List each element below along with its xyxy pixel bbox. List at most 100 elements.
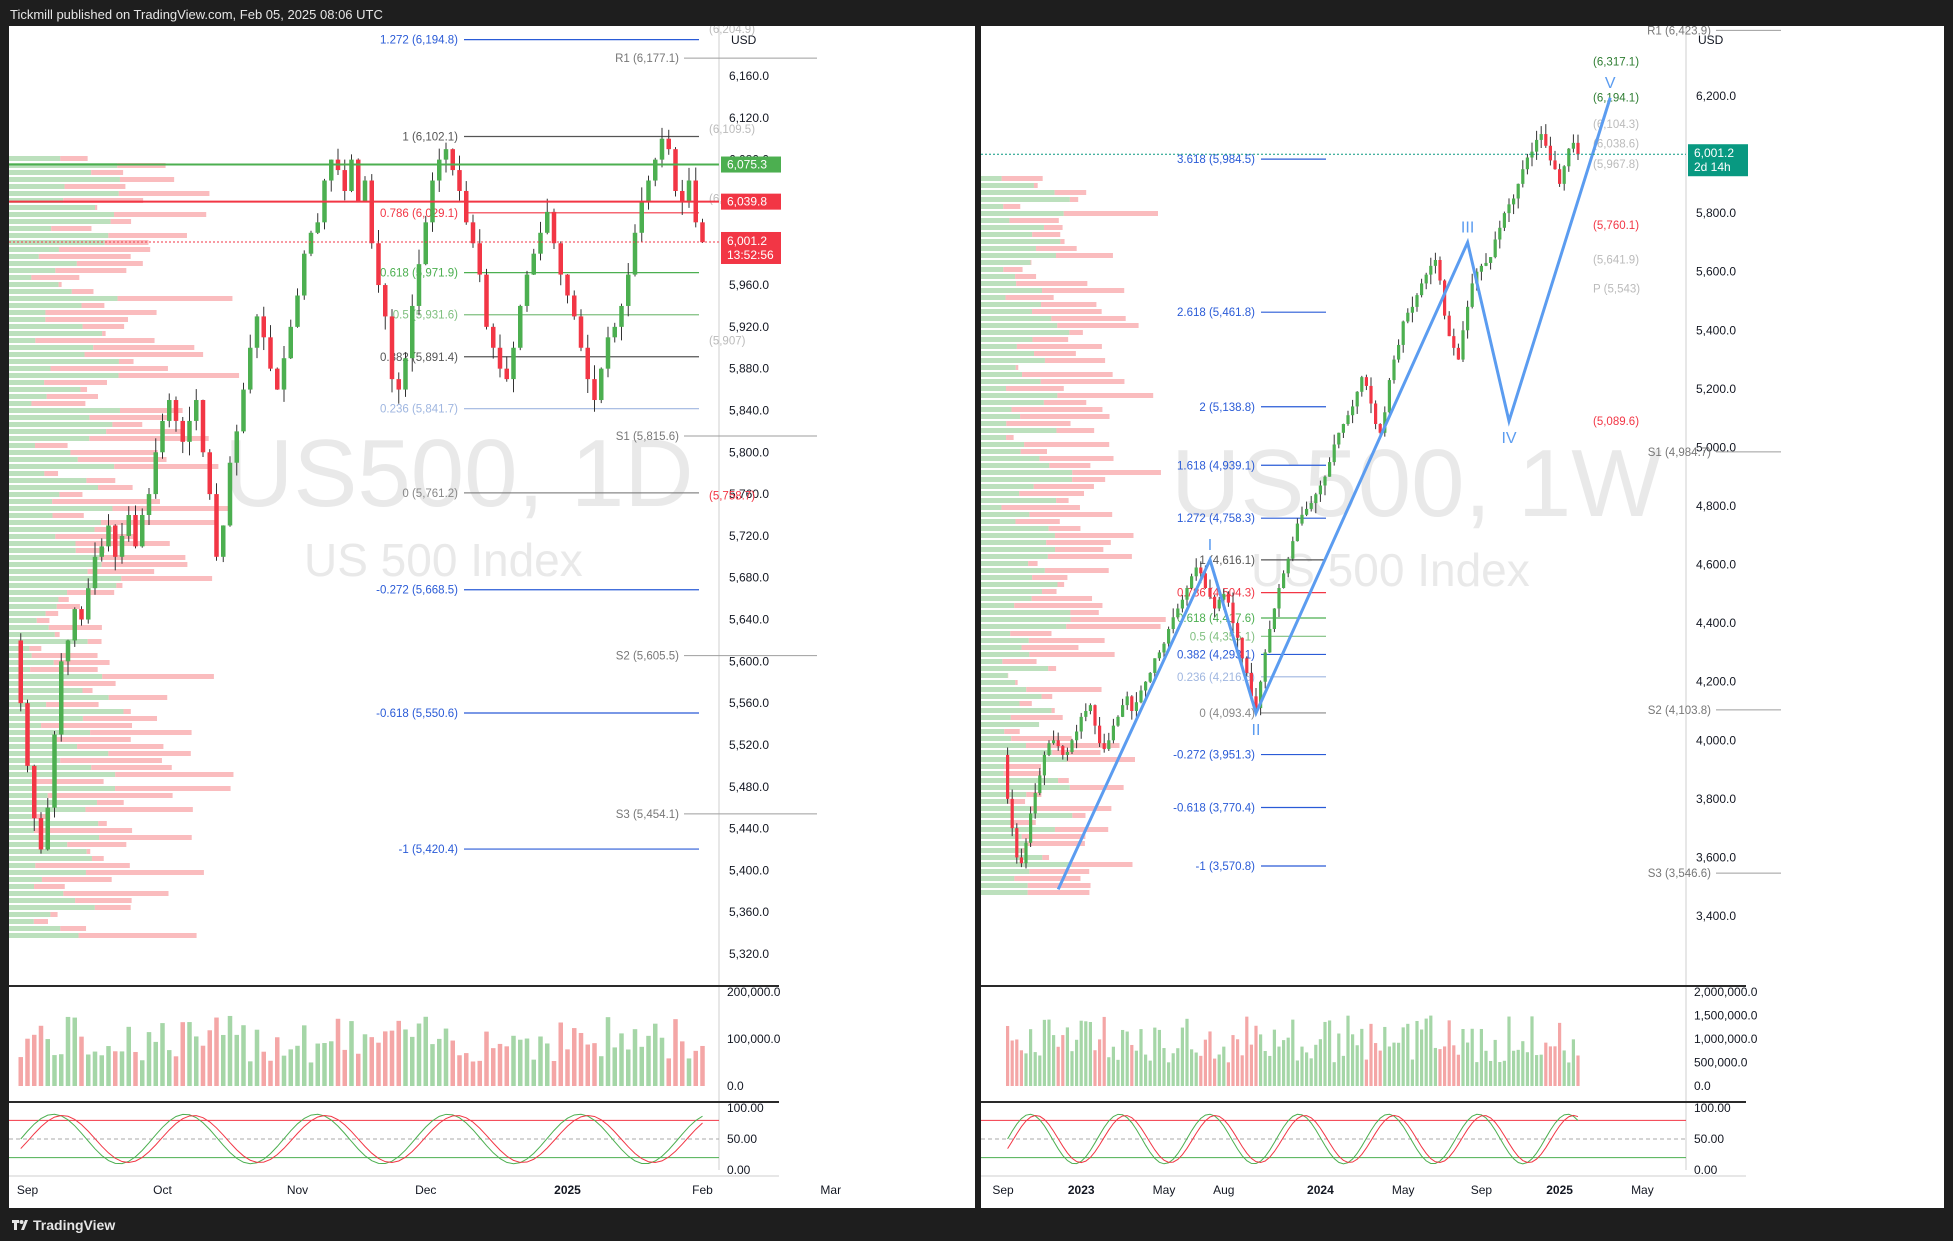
volume-profile-bar-down <box>41 877 112 882</box>
volume-tick-label: 2,000,000.0 <box>1694 985 1758 999</box>
volume-profile-bar-down <box>44 380 107 385</box>
volume-profile-bar-up <box>981 379 1041 384</box>
volume-profile-bar-up <box>981 253 1056 258</box>
volume-profile-bar-up <box>9 821 99 826</box>
volume-profile-bar-up <box>981 890 1028 895</box>
candle-body <box>18 640 23 704</box>
volume-bar <box>1498 1062 1502 1086</box>
candle-body <box>497 347 503 369</box>
candle-body <box>227 462 233 526</box>
volume-bar <box>1305 1052 1309 1086</box>
candle-body <box>1369 385 1373 404</box>
candle-body <box>254 316 260 348</box>
volume-profile-bar-up <box>981 295 1006 300</box>
volume-profile-bar-down <box>1008 799 1026 804</box>
candle-body <box>1065 752 1069 755</box>
candle-body <box>1309 503 1313 509</box>
volume-profile-bar-down <box>87 639 102 644</box>
volume-profile-bar-down <box>1039 456 1114 461</box>
fib-level-label: 0.382 (4,293.1) <box>1177 649 1255 661</box>
price-tag-label: 6,075.3 <box>727 158 767 172</box>
volume-profile-bar-down <box>56 737 131 742</box>
volume-profile-bar-down <box>1005 295 1054 300</box>
level-annotation: (6,109.5) <box>709 124 755 136</box>
volume-profile-bar-down <box>1014 820 1036 825</box>
volume-bar <box>1056 1046 1060 1086</box>
volume-profile-bar-up <box>9 583 117 588</box>
volume-bar <box>1535 1055 1539 1086</box>
volume-profile-bar-down <box>85 807 193 812</box>
candle-body <box>194 400 199 421</box>
volume-profile-bar-up <box>981 855 1043 860</box>
candle-body <box>1272 608 1276 629</box>
volume-profile-bar-down <box>116 583 123 588</box>
volume-profile-bar-down <box>94 905 131 910</box>
volume-bar <box>119 1051 125 1086</box>
volume-profile-bar-down <box>1032 309 1102 314</box>
volume-profile-bar-up <box>981 435 1007 440</box>
volume-profile-bar-up <box>9 898 76 903</box>
volume-profile-bar-down <box>52 513 84 518</box>
volume-profile-bar-down <box>1032 337 1069 342</box>
volume-profile-bar-up <box>9 331 103 336</box>
volume-profile-bar-down <box>1048 666 1057 671</box>
volume-profile-bar-down <box>1035 246 1077 251</box>
volume-profile-bar-up <box>981 386 1006 391</box>
candle-body <box>1176 608 1180 618</box>
fib-level-label: 0.618 (4,417.6) <box>1177 613 1255 625</box>
volume-bar <box>1024 1053 1028 1086</box>
volume-profile-bar-up <box>981 225 1044 230</box>
volume-profile-bar-down <box>89 415 169 420</box>
volume-profile-bar-down <box>1028 561 1038 566</box>
volume-profile-bar-up <box>981 631 1011 636</box>
volume-profile-bar-down <box>52 499 160 504</box>
volume-profile-bar-up <box>9 716 83 721</box>
candle-body <box>1029 813 1033 843</box>
candle-body <box>133 515 138 547</box>
currency-label: USD <box>731 33 757 47</box>
volume-bar <box>565 1049 570 1086</box>
volume-profile-bar-up <box>981 680 1016 685</box>
volume-profile-bar-down <box>93 345 195 350</box>
last-price-tag-bg <box>721 231 781 264</box>
pivot-label: S3 (3,546.6) <box>1648 868 1711 880</box>
chart-panel-daily[interactable]: US500, 1D US 500 Index USD 6,160.0 6,120.0 6,… <box>9 24 975 1208</box>
tradingview-logo-icon <box>12 1220 28 1230</box>
elliott-wave-path <box>1056 97 1612 890</box>
oscillator-tick-label: 50.00 <box>727 1132 757 1146</box>
candle-body <box>1351 406 1355 416</box>
candle-body <box>1203 573 1207 588</box>
volume-bar <box>1148 1060 1152 1086</box>
volume-profile-bar-down <box>38 254 131 259</box>
candle-body <box>1226 593 1230 603</box>
candle-body <box>1337 432 1341 445</box>
candle-body <box>1006 754 1010 799</box>
volume-bar <box>254 1029 260 1086</box>
volume-bar <box>1516 1049 1520 1086</box>
volume-profile-bar-down <box>58 597 69 602</box>
volume-profile-bar-down <box>96 800 124 805</box>
volume-bar <box>1553 1046 1557 1086</box>
volume-profile-bar-down <box>115 786 231 791</box>
daily-chart-svg[interactable]: US500, 1D US 500 Index USD 6,160.0 6,120.0 6,… <box>9 24 975 1208</box>
candle-body <box>248 347 253 390</box>
volume-bar <box>113 1051 118 1086</box>
volume-bar <box>1479 1028 1483 1086</box>
volume-profile-bar-down <box>1011 736 1072 741</box>
candle-body <box>1268 629 1272 653</box>
volume-profile-bar-down <box>117 296 233 301</box>
candle-body <box>342 170 347 191</box>
price-tick-label: 5,560.0 <box>729 696 769 710</box>
volume-bar <box>700 1045 705 1086</box>
candle-body <box>1148 672 1152 682</box>
volume-bar <box>1378 1050 1382 1086</box>
candle-body <box>1447 315 1451 337</box>
volume-profile-bar-down <box>56 604 80 609</box>
volume-bar <box>1438 1049 1442 1086</box>
candle-body <box>626 274 631 306</box>
candle-body <box>329 159 334 181</box>
price-tick-label: 5,920.0 <box>729 320 769 334</box>
candle-body <box>1387 380 1391 413</box>
